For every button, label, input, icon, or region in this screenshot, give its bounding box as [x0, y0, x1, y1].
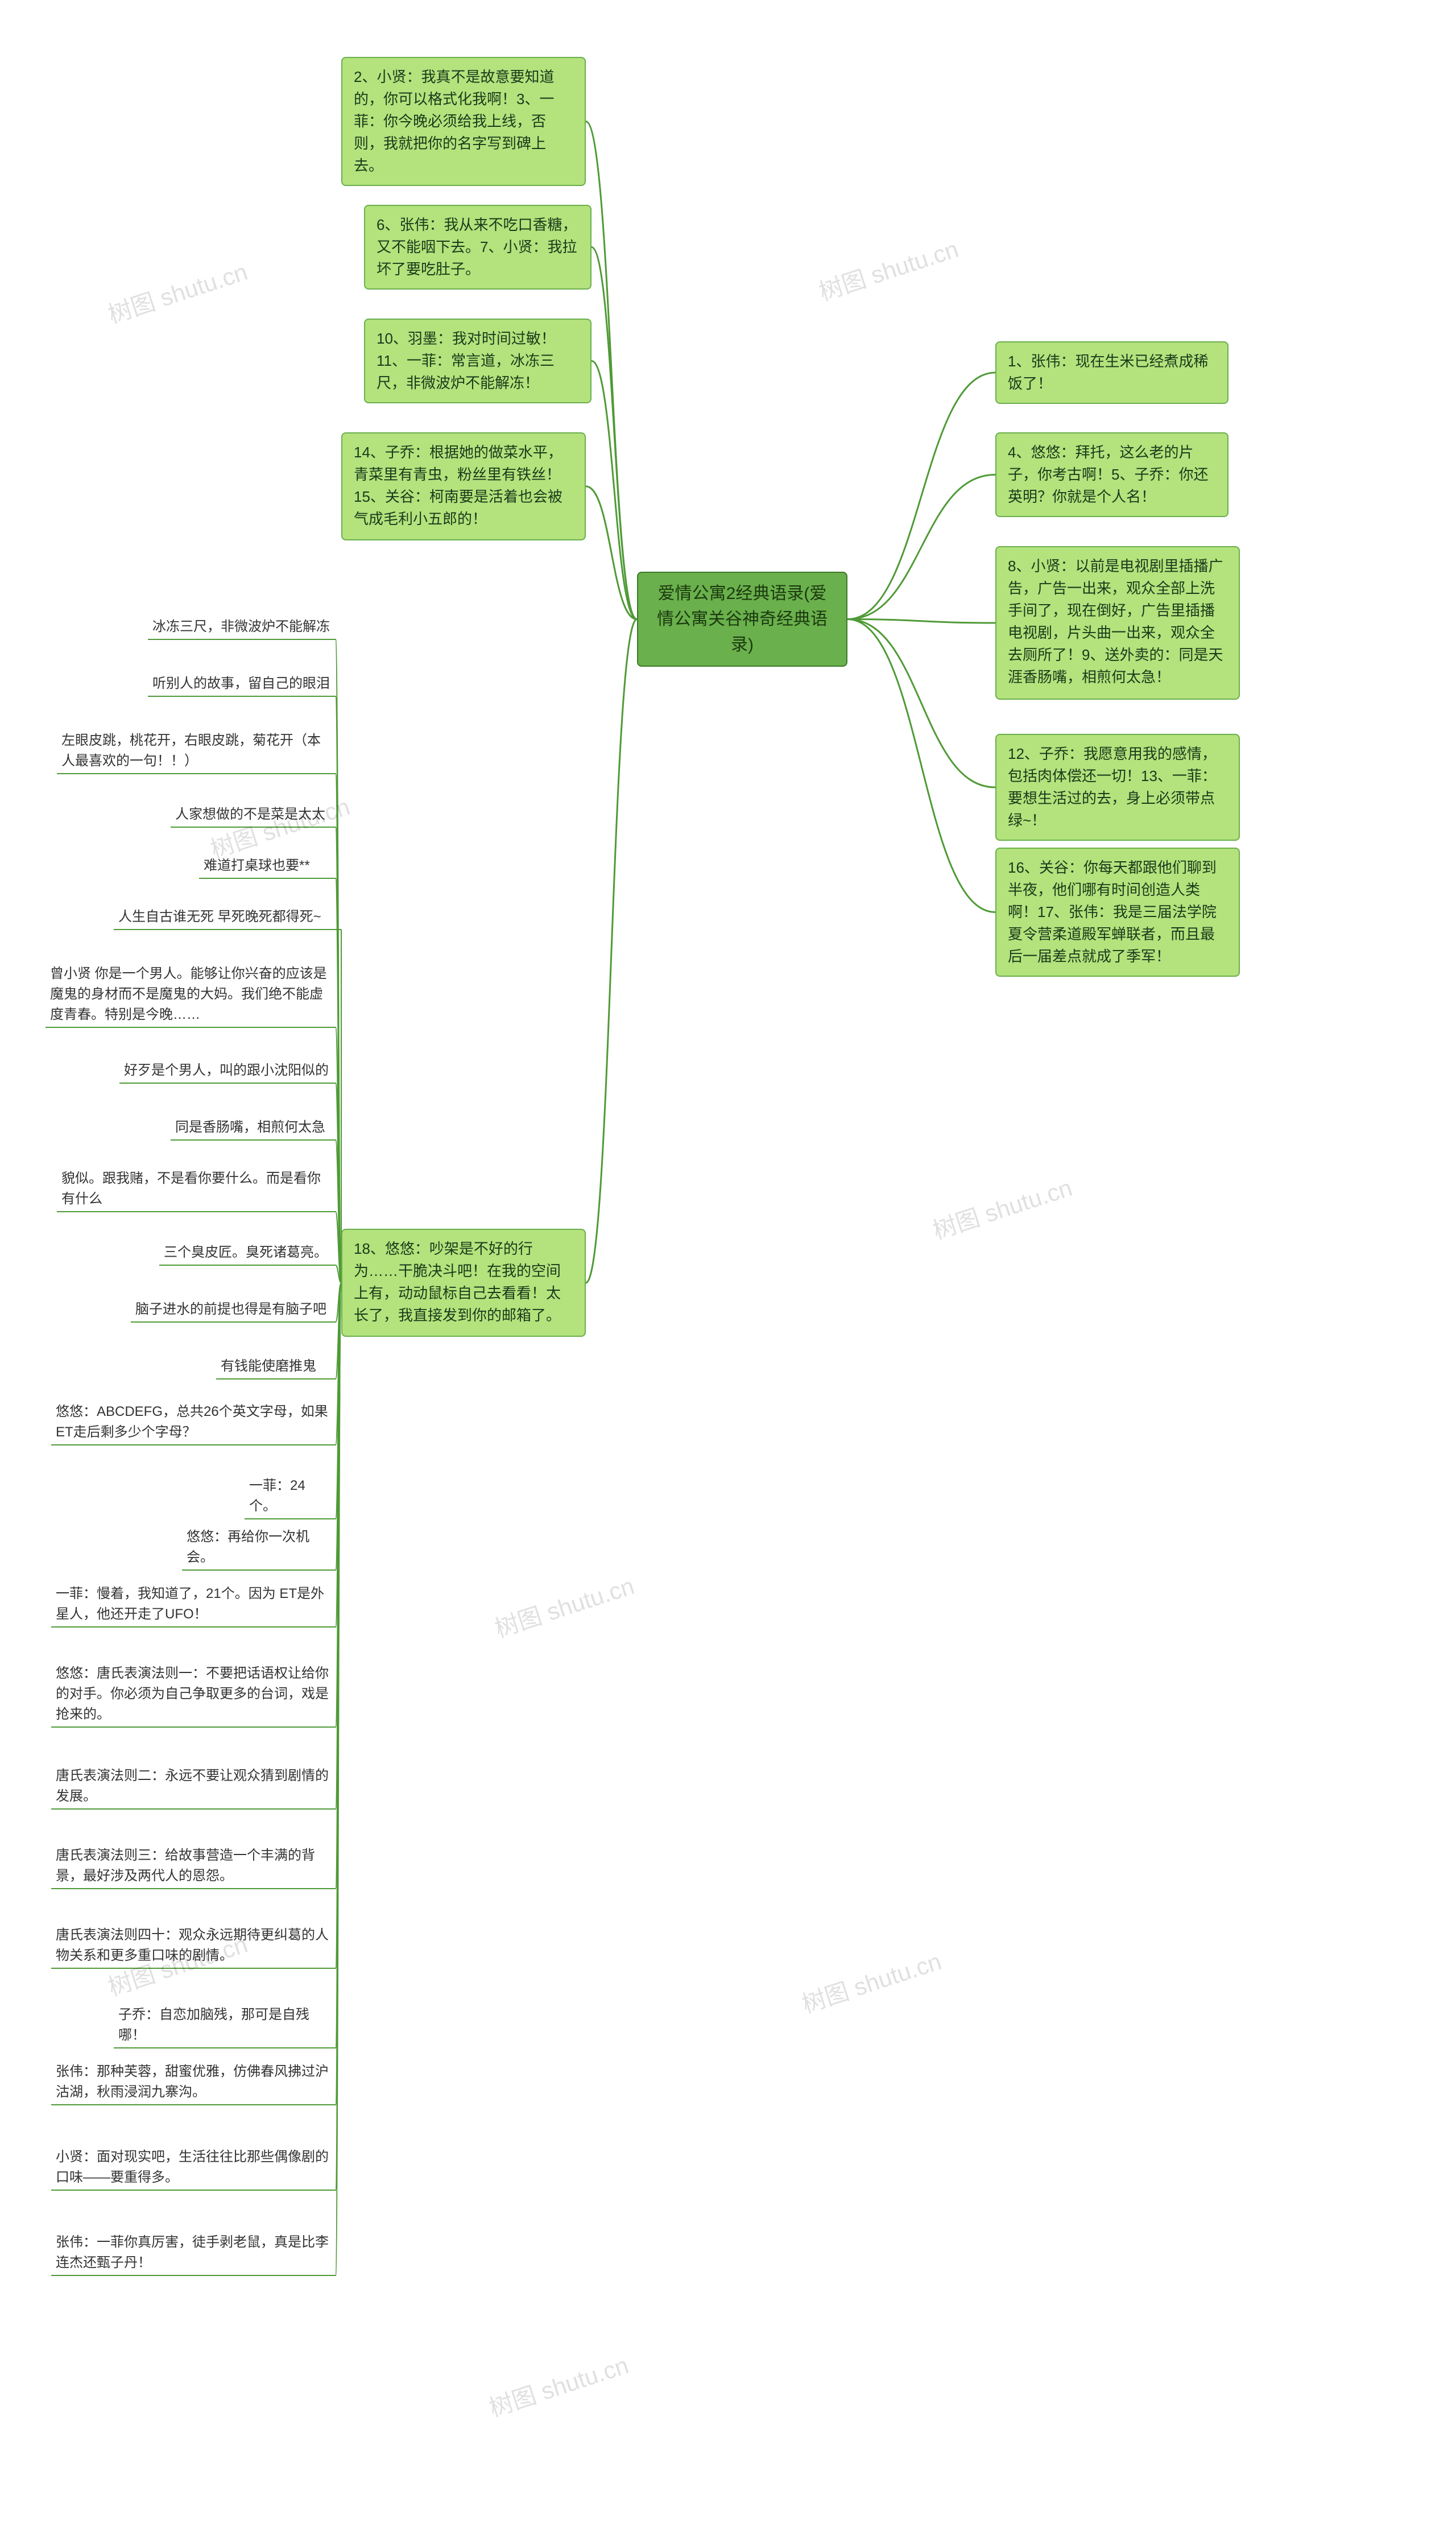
- leaf-label: 有钱能使磨推鬼: [221, 1358, 316, 1374]
- watermark: 树图 shutu.cn: [490, 1567, 638, 1645]
- leaf-label: 同是香肠嘴，相煎何太急: [175, 1120, 325, 1135]
- mindmap-canvas: 爱情公寓2经典语录(爱情公寓关谷神奇经典语录) 2、小贤：我真不是故意要知道的，…: [0, 0, 1456, 2532]
- leaf-label: 唐氏表演法则三：给故事营造一个丰满的背景，最好涉及两代人的恩怨。: [56, 1848, 315, 1883]
- leaf-node[interactable]: 子乔：自恋加脑残，那可是自残哪！: [114, 2002, 336, 2048]
- center-topic[interactable]: 爱情公寓2经典语录(爱情公寓关谷神奇经典语录): [637, 572, 847, 667]
- leaf-label: 曾小贤 你是一个男人。能够让你兴奋的应该是魔鬼的身材而不是魔鬼的大妈。我们绝不能…: [50, 966, 327, 1022]
- leaf-label: 悠悠：唐氏表演法则一：不要把话语权让给你的对手。你必须为自己争取更多的台词，戏是…: [56, 1666, 329, 1722]
- branch-node[interactable]: 14、子乔：根据她的做菜水平，青菜里有青虫，粉丝里有铁丝！15、关谷：柯南要是活…: [341, 432, 586, 540]
- leaf-node[interactable]: 张伟：那种芙蓉，甜蜜优雅，仿佛春风拂过沪沽湖，秋雨浸润九寨沟。: [51, 2059, 336, 2105]
- leaf-label: 难道打桌球也要**: [204, 858, 310, 873]
- branch-label: 14、子乔：根据她的做菜水平，青菜里有青虫，粉丝里有铁丝！15、关谷：柯南要是活…: [354, 444, 562, 527]
- watermark: 树图 shutu.cn: [928, 1168, 1076, 1246]
- branch-label: 18、悠悠：吵架是不好的行为……干脆决斗吧！在我的空间上有，动动鼠标自己去看看！…: [354, 1240, 561, 1324]
- leaf-label: 貌似。跟我赌，不是看你要什么。而是看你有什么: [61, 1171, 321, 1207]
- watermark: 树图 shutu.cn: [103, 253, 251, 331]
- leaf-node[interactable]: 左眼皮跳，桃花开，右眼皮跳，菊花开（本人最喜欢的一句！！）: [57, 728, 336, 774]
- leaf-label: 唐氏表演法则二：永远不要让观众猜到剧情的发展。: [56, 1768, 329, 1804]
- branch-label: 1、张伟：现在生米已经煮成稀饭了！: [1008, 353, 1208, 392]
- branch-label: 10、羽墨：我对时间过敏！11、一菲：常言道，冰冻三尺，非微波炉不能解冻！: [377, 330, 556, 391]
- leaf-node[interactable]: 有钱能使磨推鬼: [216, 1354, 336, 1379]
- leaf-label: 听别人的故事，留自己的眼泪: [152, 676, 330, 691]
- watermark: 树图 shutu.cn: [797, 1942, 945, 2020]
- branch-label: 2、小贤：我真不是故意要知道的，你可以格式化我啊！3、一菲：你今晚必须给我上线，…: [354, 68, 554, 174]
- leaf-label: 悠悠：ABCDEFG，总共26个英文字母，如果ET走后剩多少个字母？: [56, 1404, 328, 1440]
- leaf-label: 好歹是个男人，叫的跟小沈阳似的: [124, 1063, 329, 1078]
- branch-label: 4、悠悠：拜托，这么老的片子，你考古啊！5、子乔：你还英明？你就是个人名！: [1008, 444, 1208, 505]
- leaf-node[interactable]: 悠悠：ABCDEFG，总共26个英文字母，如果ET走后剩多少个字母？: [51, 1399, 336, 1445]
- leaf-node[interactable]: 冰冻三尺，非微波炉不能解冻: [148, 614, 336, 639]
- watermark: 树图 shutu.cn: [484, 2346, 632, 2424]
- leaf-node[interactable]: 人生自古谁无死 早死晚死都得死~: [114, 904, 341, 930]
- branch-label: 8、小贤：以前是电视剧里插播广告，广告一出来，观众全部上洗手间了，现在倒好，广告…: [1008, 557, 1223, 685]
- center-topic-label: 爱情公寓2经典语录(爱情公寓关谷神奇经典语录): [657, 584, 828, 654]
- leaf-node[interactable]: 曾小贤 你是一个男人。能够让你兴奋的应该是魔鬼的身材而不是魔鬼的大妈。我们绝不能…: [46, 961, 336, 1027]
- leaf-node[interactable]: 难道打桌球也要**: [199, 853, 336, 878]
- leaf-node[interactable]: 唐氏表演法则四十：观众永远期待更纠葛的人物关系和更多重口味的剧情。: [51, 1923, 336, 1968]
- leaf-node[interactable]: 唐氏表演法则三：给故事营造一个丰满的背景，最好涉及两代人的恩怨。: [51, 1843, 336, 1889]
- leaf-node[interactable]: 听别人的故事，留自己的眼泪: [148, 671, 336, 696]
- leaf-label: 张伟：一菲你真厉害，徒手剥老鼠，真是比李连杰还甄子丹！: [56, 2234, 329, 2270]
- leaf-node[interactable]: 一菲：24个。: [245, 1473, 336, 1519]
- leaf-node[interactable]: 张伟：一菲你真厉害，徒手剥老鼠，真是比李连杰还甄子丹！: [51, 2230, 336, 2275]
- branch-node[interactable]: 12、子乔：我愿意用我的感情，包括肉体偿还一切！13、一菲：要想生活过的去，身上…: [995, 734, 1240, 841]
- leaf-label: 人家想做的不是菜是太太: [175, 807, 325, 822]
- watermark: 树图 shutu.cn: [814, 230, 962, 308]
- branch-node[interactable]: 8、小贤：以前是电视剧里插播广告，广告一出来，观众全部上洗手间了，现在倒好，广告…: [995, 546, 1240, 700]
- leaf-node[interactable]: 貌似。跟我赌，不是看你要什么。而是看你有什么: [57, 1166, 336, 1212]
- branch-node[interactable]: 4、悠悠：拜托，这么老的片子，你考古啊！5、子乔：你还英明？你就是个人名！: [995, 432, 1228, 517]
- leaf-node[interactable]: 好歹是个男人，叫的跟小沈阳似的: [119, 1058, 336, 1083]
- leaf-node[interactable]: 脑子进水的前提也得是有脑子吧: [131, 1297, 336, 1322]
- leaf-node[interactable]: 一菲：慢着，我知道了，21个。因为 ET是外星人，他还开走了UFO！: [51, 1581, 336, 1627]
- leaf-node[interactable]: 悠悠：再给你一次机会。: [182, 1525, 336, 1570]
- leaf-label: 小贤：面对现实吧，生活往往比那些偶像剧的口味——要重得多。: [56, 2149, 329, 2185]
- leaf-label: 一菲：24个。: [249, 1478, 305, 1514]
- leaf-node[interactable]: 同是香肠嘴，相煎何太急: [171, 1115, 336, 1140]
- branch-label: 12、子乔：我愿意用我的感情，包括肉体偿还一切！13、一菲：要想生活过的去，身上…: [1008, 745, 1217, 829]
- leaf-node[interactable]: 人家想做的不是菜是太太: [171, 802, 336, 827]
- leaf-label: 左眼皮跳，桃花开，右眼皮跳，菊花开（本人最喜欢的一句！！）: [61, 733, 321, 769]
- leaf-label: 唐氏表演法则四十：观众永远期待更纠葛的人物关系和更多重口味的剧情。: [56, 1927, 329, 1963]
- leaf-node[interactable]: 唐氏表演法则二：永远不要让观众猜到剧情的发展。: [51, 1763, 336, 1809]
- branch-node[interactable]: 1、张伟：现在生米已经煮成稀饭了！: [995, 341, 1228, 404]
- leaf-label: 人生自古谁无死 早死晚死都得死~: [118, 909, 321, 924]
- leaf-label: 冰冻三尺，非微波炉不能解冻: [152, 619, 330, 634]
- leaf-label: 三个臭皮匠。臭死诸葛亮。: [164, 1245, 328, 1260]
- leaf-node[interactable]: 悠悠：唐氏表演法则一：不要把话语权让给你的对手。你必须为自己争取更多的台词，戏是…: [51, 1661, 336, 1727]
- leaf-node[interactable]: 小贤：面对现实吧，生活往往比那些偶像剧的口味——要重得多。: [51, 2145, 336, 2190]
- branch-node[interactable]: 10、羽墨：我对时间过敏！11、一菲：常言道，冰冻三尺，非微波炉不能解冻！: [364, 319, 592, 403]
- leaf-node[interactable]: 三个臭皮匠。臭死诸葛亮。: [159, 1240, 336, 1265]
- branch-label: 16、关谷：你每天都跟他们聊到半夜，他们哪有时间创造人类啊！17、张伟：我是三届…: [1008, 859, 1217, 965]
- leaf-label: 张伟：那种芙蓉，甜蜜优雅，仿佛春风拂过沪沽湖，秋雨浸润九寨沟。: [56, 2064, 329, 2100]
- branch-node[interactable]: 2、小贤：我真不是故意要知道的，你可以格式化我啊！3、一菲：你今晚必须给我上线，…: [341, 57, 586, 186]
- branch-node[interactable]: 18、悠悠：吵架是不好的行为……干脆决斗吧！在我的空间上有，动动鼠标自己去看看！…: [341, 1229, 586, 1337]
- leaf-label: 子乔：自恋加脑残，那可是自残哪！: [118, 2007, 309, 2043]
- branch-node[interactable]: 16、关谷：你每天都跟他们聊到半夜，他们哪有时间创造人类啊！17、张伟：我是三届…: [995, 848, 1240, 977]
- branch-label: 6、张伟：我从来不吃口香糖，又不能咽下去。7、小贤：我拉坏了要吃肚子。: [377, 216, 577, 278]
- leaf-label: 悠悠：再给你一次机会。: [187, 1529, 309, 1565]
- leaf-label: 脑子进水的前提也得是有脑子吧: [135, 1302, 326, 1317]
- branch-node[interactable]: 6、张伟：我从来不吃口香糖，又不能咽下去。7、小贤：我拉坏了要吃肚子。: [364, 205, 592, 290]
- leaf-label: 一菲：慢着，我知道了，21个。因为 ET是外星人，他还开走了UFO！: [56, 1586, 324, 1622]
